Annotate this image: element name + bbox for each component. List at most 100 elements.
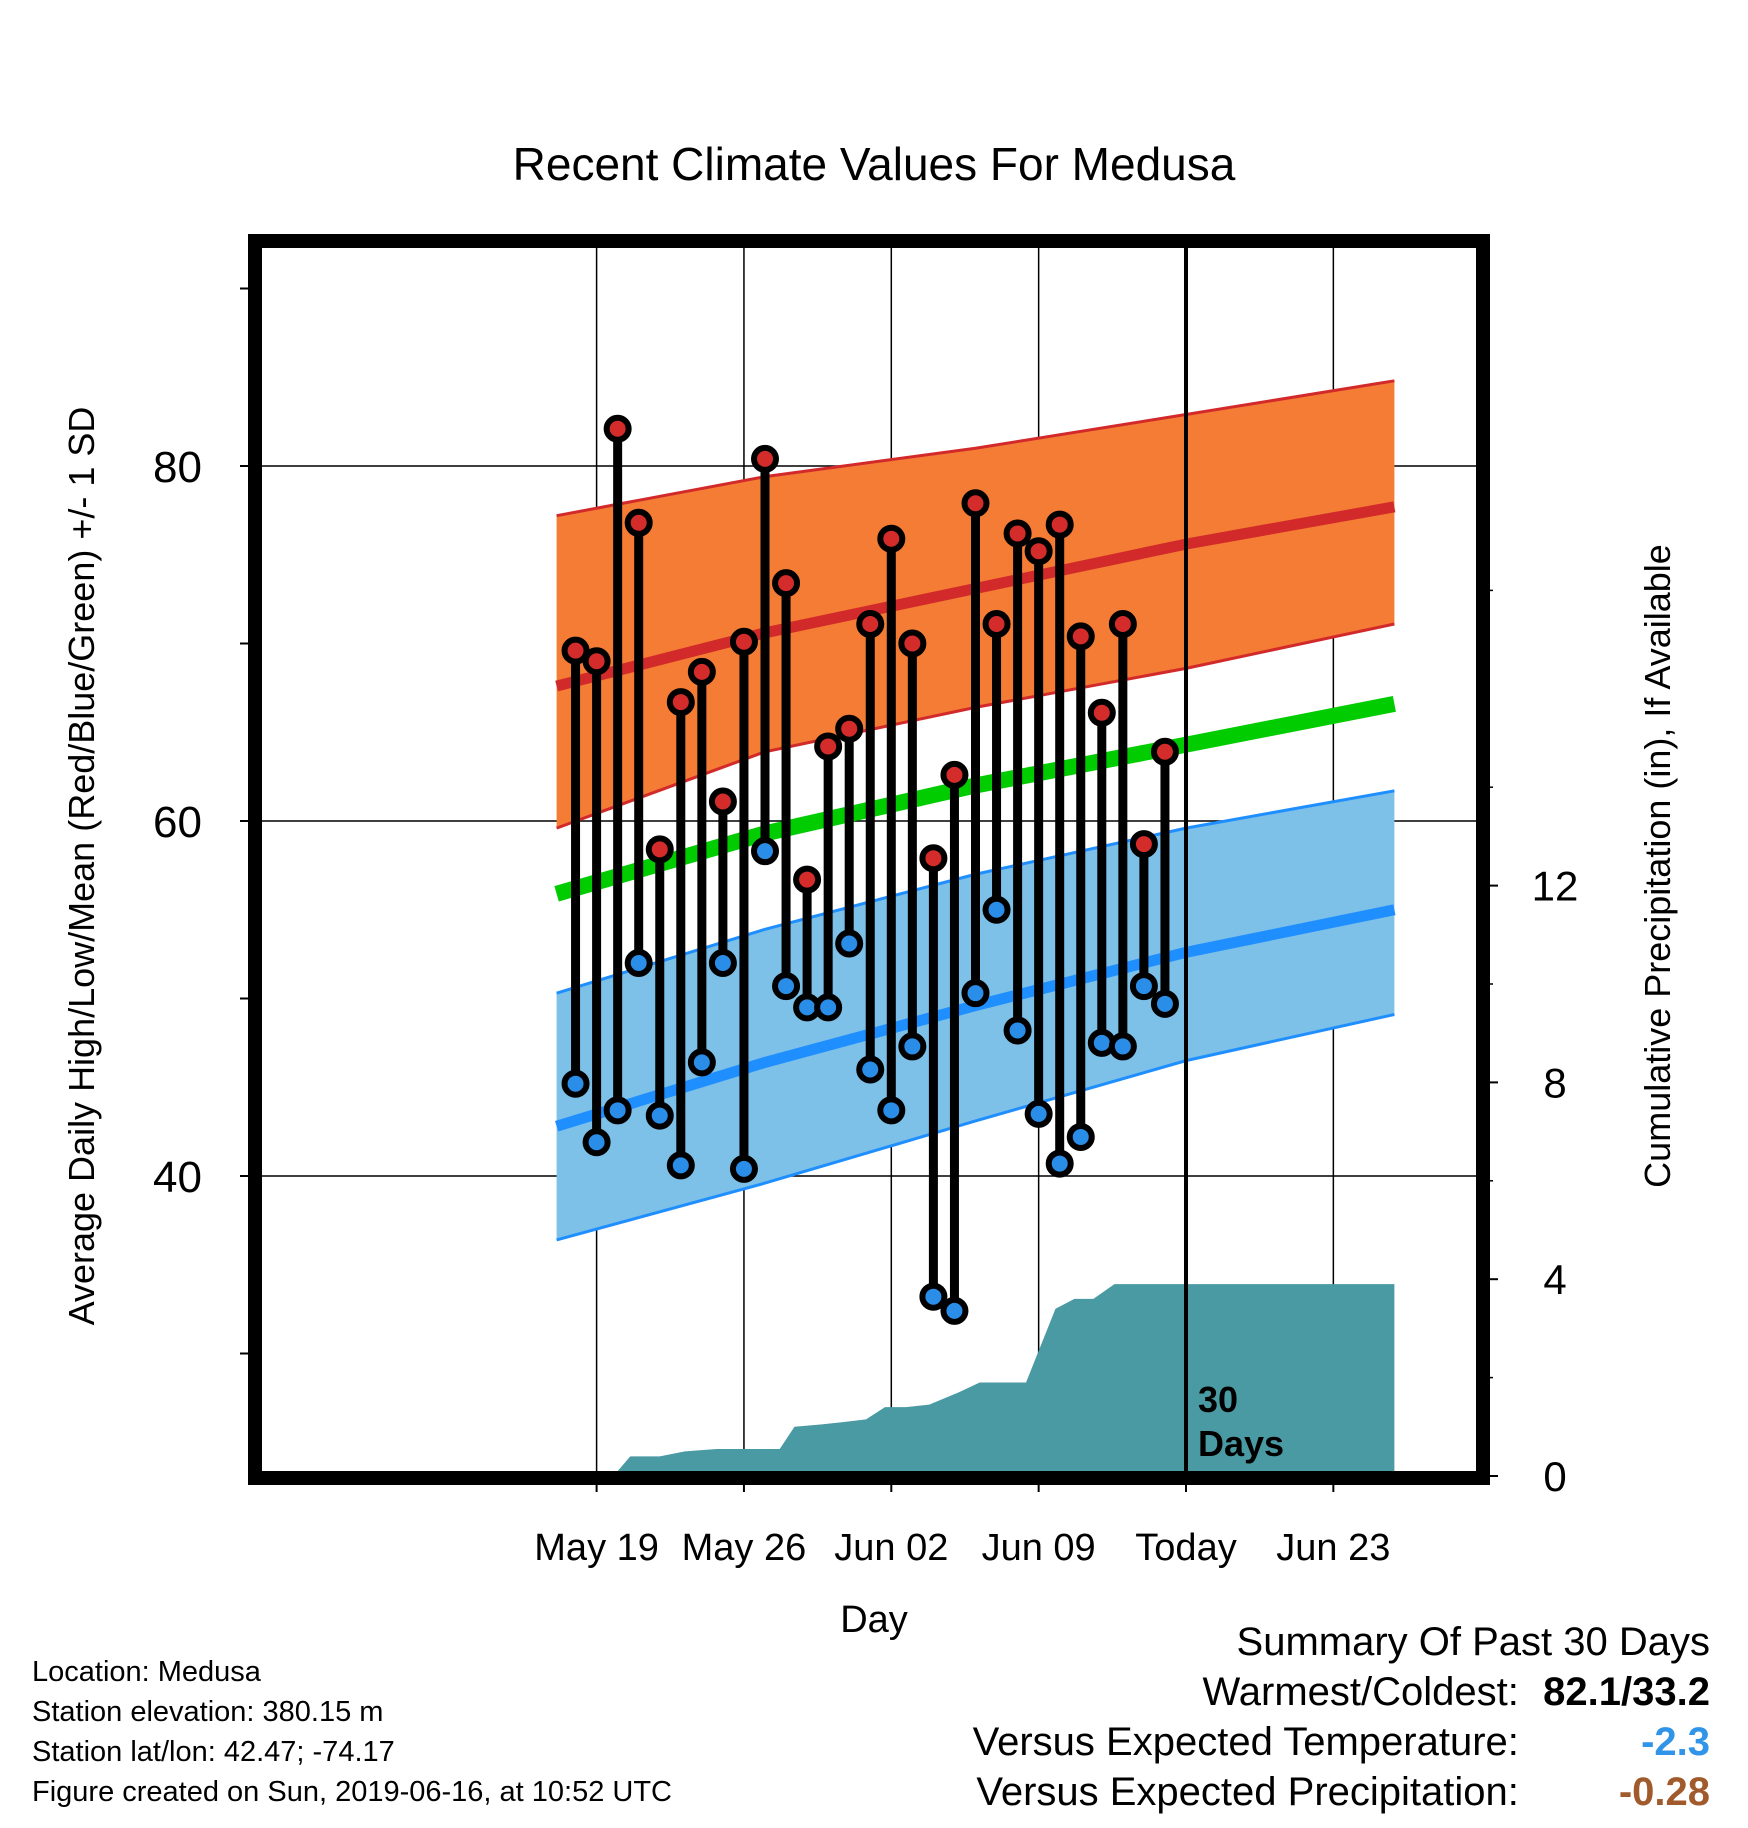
precip-anomaly-value: -0.28 <box>1618 1770 1710 1814</box>
high-point <box>856 609 885 638</box>
low-point <box>687 1048 716 1077</box>
high-point <box>1045 510 1074 539</box>
summary-warmest-row: Warmest/Coldest: 82.1/33.2 <box>973 1667 1711 1717</box>
elevation-text: Station elevation: 380.15 m <box>32 1696 384 1728</box>
x-tick-label: Jun 02 <box>834 1527 948 1569</box>
daily-range-stems <box>571 428 1170 1311</box>
low-point <box>561 1069 590 1098</box>
low-point <box>898 1032 927 1061</box>
low-point <box>603 1096 632 1125</box>
low-point <box>919 1282 948 1311</box>
y-tick-label: 40 <box>153 1153 202 1202</box>
low-point <box>751 837 779 866</box>
y2-tick-label: 4 <box>1543 1256 1566 1303</box>
summary-precip-row: Versus Expected Precipitation: -0.28 <box>973 1767 1710 1817</box>
y-axis-label: Average Daily High/Low/Mean (Red/Blue/Gr… <box>61 407 102 1326</box>
low-point <box>1045 1149 1074 1178</box>
high-plus-sd-line <box>556 379 1395 518</box>
high-point <box>624 508 653 537</box>
x-tick-label: May 19 <box>534 1527 659 1569</box>
warmest-coldest-label: Warmest/Coldest: <box>1202 1670 1519 1714</box>
warmest-coldest-value: 82.1/33.2 <box>1543 1670 1710 1714</box>
x-tick-label: Jun 09 <box>982 1527 1096 1569</box>
temp-anomaly-value: -2.3 <box>1641 1720 1710 1764</box>
low-point <box>856 1055 885 1084</box>
high-point <box>666 688 695 717</box>
high-point <box>835 714 864 743</box>
low-point <box>1024 1099 1053 1128</box>
summary-title: Summary Of Past 30 Days <box>1236 1620 1710 1664</box>
daily-points <box>561 414 1179 1325</box>
location-text: Location: Medusa <box>32 1656 261 1688</box>
high-point <box>603 414 632 443</box>
plot-border <box>248 234 1490 1485</box>
y2-axis-label: Cumulative Precipitation (in), If Availa… <box>1637 544 1678 1188</box>
precip-area <box>613 1284 1395 1476</box>
chart-title: Recent Climate Values For Medusa <box>513 138 1236 190</box>
created-text: Figure created on Sun, 2019-06-16, at 10… <box>32 1776 672 1808</box>
axes: May 19 May 26 Jun 02 Jun 09 Today Jun 2340608… <box>153 287 1579 1569</box>
high-point <box>1024 537 1053 566</box>
low-point <box>835 929 864 958</box>
high-point <box>772 569 801 598</box>
low-point <box>940 1296 969 1325</box>
low-point <box>708 949 737 977</box>
y-tick-label: 80 <box>153 443 202 492</box>
y2-tick-label: 8 <box>1543 1059 1566 1106</box>
high-point <box>961 489 990 518</box>
x-tick-label: Jun 23 <box>1276 1527 1390 1569</box>
low-point <box>1129 972 1158 1001</box>
low-point <box>666 1151 695 1180</box>
y2-tick-label: 12 <box>1532 863 1579 910</box>
low-point <box>1066 1122 1095 1151</box>
high-point <box>1003 519 1032 548</box>
high-point <box>793 865 822 894</box>
low-point <box>982 895 1011 924</box>
summary-temp-row: Versus Expected Temperature: -2.3 <box>973 1717 1710 1767</box>
high-point <box>877 524 906 553</box>
high-point <box>919 844 948 873</box>
high-point <box>982 609 1011 638</box>
high-point <box>561 636 590 665</box>
high-point <box>708 787 737 816</box>
today-label-number: 30 <box>1198 1379 1238 1420</box>
high-point <box>1108 609 1137 638</box>
low-point <box>814 993 843 1022</box>
low-point <box>729 1154 758 1183</box>
low-point <box>645 1101 674 1130</box>
y-tick-label: 60 <box>153 798 202 847</box>
low-point <box>1150 989 1179 1018</box>
today-label-days: Days <box>1198 1423 1284 1464</box>
high-point <box>940 760 969 789</box>
high-point <box>645 835 674 864</box>
x-axis-label: Day <box>840 1599 908 1641</box>
station-info: Location: Medusa Station elevation: 380.… <box>32 1652 672 1812</box>
high-point <box>729 627 758 656</box>
y2-tick-label: 0 <box>1543 1453 1566 1500</box>
high-point <box>1129 830 1158 859</box>
plot-frame <box>248 234 1490 1485</box>
high-point <box>898 629 927 658</box>
summary-panel: Summary Of Past 30 Days Warmest/Coldest:… <box>973 1617 1710 1817</box>
low-point <box>1003 1016 1032 1045</box>
high-point <box>687 657 716 686</box>
temp-anomaly-label: Versus Expected Temperature: <box>972 1720 1519 1764</box>
x-tick-label: May 26 <box>682 1527 807 1569</box>
x-tick-label: Today <box>1135 1527 1236 1569</box>
low-point <box>772 972 801 1001</box>
low-point <box>624 949 653 977</box>
high-point <box>1066 622 1095 651</box>
high-point <box>814 732 843 761</box>
high-point <box>1150 737 1179 766</box>
cumulative-precip-area <box>613 1284 1395 1476</box>
latlon-text: Station lat/lon: 42.47; -74.17 <box>32 1736 395 1768</box>
high-point <box>751 444 779 473</box>
high-point <box>582 647 611 676</box>
low-point <box>961 979 990 1008</box>
high-point <box>1087 698 1116 727</box>
low-point <box>582 1128 611 1157</box>
low-point <box>1108 1032 1137 1061</box>
low-minus-sd-line <box>556 1013 1395 1242</box>
